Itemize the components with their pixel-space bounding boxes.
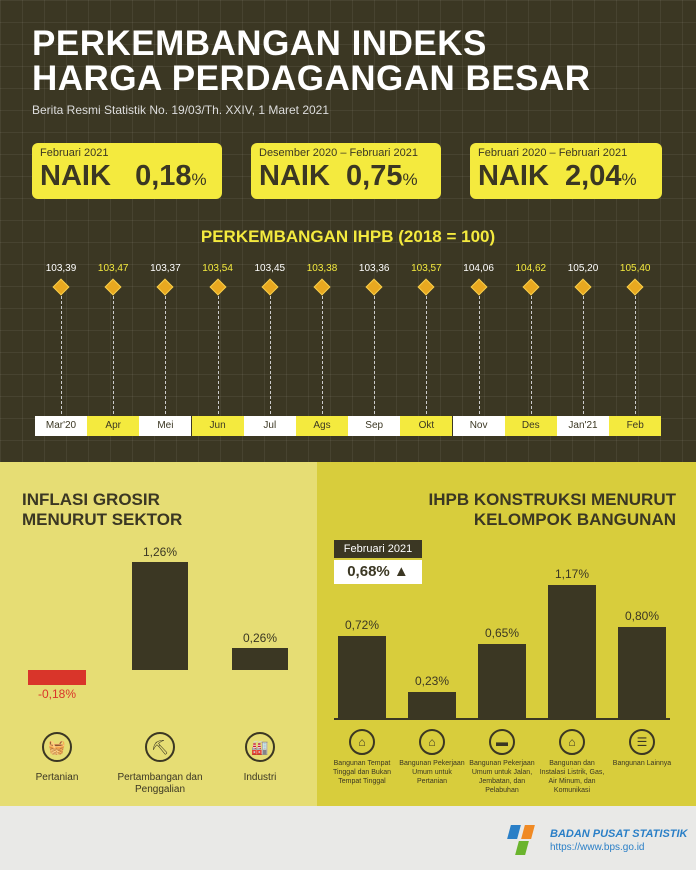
construction-value-label: 1,17% [554, 566, 590, 581]
construction-category-label: Bangunan Pekerjaan Umum untuk Jalan, Jem… [469, 760, 535, 794]
construction-title: IHPB KONSTRUKSI MENURUT KELOMPOK BANGUNAN [428, 490, 676, 529]
dashed-line [635, 296, 637, 414]
construction-value-label: 0,80% [624, 608, 660, 623]
dashed-line [269, 296, 271, 414]
dashed-line [113, 296, 115, 414]
building-icon: ⌂ [559, 729, 585, 755]
card-ytd: Desember 2020 – Februari 2021 NAIK 0,75% [251, 143, 441, 199]
sector-icon: ⛏ [145, 732, 175, 762]
cube-marker-icon [522, 278, 540, 296]
card-yoy: Februari 2020 – Februari 2021 NAIK 2,04% [470, 143, 662, 199]
sector-bar [28, 670, 86, 686]
cube-marker-icon [52, 278, 70, 296]
construction-category-label: Bangunan Lainnya [612, 760, 672, 767]
badge-value: 0,68% ▲ [334, 560, 422, 584]
dashed-line [322, 296, 323, 414]
ihpb-value-label: 103,57 [411, 263, 442, 274]
construction-category-label: Bangunan Tempat Tinggal dan Bukan Tempat… [332, 760, 392, 785]
dashed-line [583, 296, 584, 414]
month-label: Ags [296, 416, 348, 436]
construction-bar [408, 691, 456, 718]
dashed-line [478, 296, 480, 414]
baseline [334, 718, 670, 720]
sector-icon: 🧺 [42, 732, 72, 762]
ihpb-value-label: 103,39 [45, 263, 77, 274]
sector-category-label: Industri [243, 772, 277, 783]
building-icon: ⌂ [349, 729, 375, 755]
ihpb-value-label: 104,06 [463, 263, 494, 274]
ihpb-value-label: 103,38 [306, 263, 338, 274]
dashed-line [374, 296, 376, 414]
cube-marker-icon [209, 278, 227, 296]
ihpb-chart-title: PERKEMBANGAN IHPB (2018 = 100) [200, 227, 496, 246]
sector-bar [132, 561, 188, 670]
month-label: Jan'21 [557, 416, 609, 436]
cube-marker-icon [574, 278, 592, 296]
month-label: Mar'20 [35, 416, 87, 436]
dashed-line [217, 296, 219, 414]
ihpb-value-label: 105,20 [567, 263, 599, 274]
month-label: Mei [139, 416, 192, 436]
sector-category-label: Pertambangan dan Penggalian [117, 772, 203, 795]
sector-value-label: 0,26% [242, 630, 278, 645]
sector-value-label: -0,18% [37, 687, 77, 702]
cube-marker-icon [156, 278, 174, 296]
building-icon: ☰ [629, 729, 655, 755]
bps-logo [503, 823, 543, 859]
dashed-line [61, 296, 62, 414]
construction-bar [338, 635, 386, 718]
month-label: Sep [348, 416, 401, 436]
month-label: Okt [400, 416, 453, 436]
sector-category-label: Pertanian [35, 772, 79, 783]
ihpb-value-label: 104,62 [515, 263, 547, 274]
sector-bar [232, 647, 288, 670]
construction-bar [478, 643, 526, 718]
header-panel: PERKEMBANGAN INDEKS HARGA PERDAGANGAN BES… [0, 0, 696, 462]
ihpb-value-label: 103,54 [202, 263, 233, 274]
building-icon: ⌂ [419, 729, 445, 755]
construction-bar [618, 626, 666, 718]
month-label: Jul [243, 416, 296, 436]
month-label: Des [504, 416, 557, 436]
cube-marker-icon [261, 278, 279, 296]
month-label: Apr [87, 416, 140, 436]
sector-value-label: 1,26% [142, 544, 178, 559]
dashed-line [530, 296, 532, 414]
ihpb-value-label: 103,36 [358, 263, 390, 274]
sector-icon: 🏭 [245, 732, 275, 762]
subtitle: Berita Resmi Statistik No. 19/03/Th. XXI… [32, 103, 330, 117]
construction-value-label: 0,65% [484, 625, 520, 640]
cube-marker-icon [313, 278, 331, 296]
month-label: Nov [452, 416, 505, 436]
bps-url[interactable]: https://www.bps.go.id [550, 842, 645, 853]
card-monthly: Februari 2021 NAIK 0,18% [32, 143, 222, 199]
cube-marker-icon [104, 278, 122, 296]
month-label: Jun [191, 416, 244, 436]
cube-marker-icon [470, 278, 488, 296]
construction-category-label: Bangunan Pekerjaan Umum untuk Pertanian [399, 760, 465, 785]
page-title: PERKEMBANGAN INDEKS HARGA PERDAGANGAN BES… [32, 24, 591, 98]
construction-bar [548, 584, 596, 718]
badge-period: Februari 2021 [334, 540, 422, 558]
ihpb-value-label: 103,47 [97, 263, 129, 274]
dashed-line [165, 296, 167, 414]
construction-value-label: 0,72% [344, 617, 380, 632]
building-icon: ▬ [489, 729, 515, 755]
construction-category-label: Bangunan dan Instalasi Listrik, Gas, Air… [539, 760, 605, 794]
month-label: Feb [609, 416, 662, 436]
ihpb-value-label: 103,45 [254, 263, 286, 274]
ihpb-value-label: 105,40 [619, 263, 651, 274]
ihpb-value-label: 103,37 [150, 263, 181, 274]
cube-marker-icon [417, 278, 435, 296]
cube-marker-icon [626, 278, 644, 296]
sector-title: INFLASI GROSIR MENURUT SEKTOR [22, 490, 183, 529]
dashed-line [426, 296, 428, 414]
bps-name: BADAN PUSAT STATISTIK [550, 828, 688, 840]
construction-value-label: 0,23% [414, 673, 450, 688]
cube-marker-icon [365, 278, 383, 296]
